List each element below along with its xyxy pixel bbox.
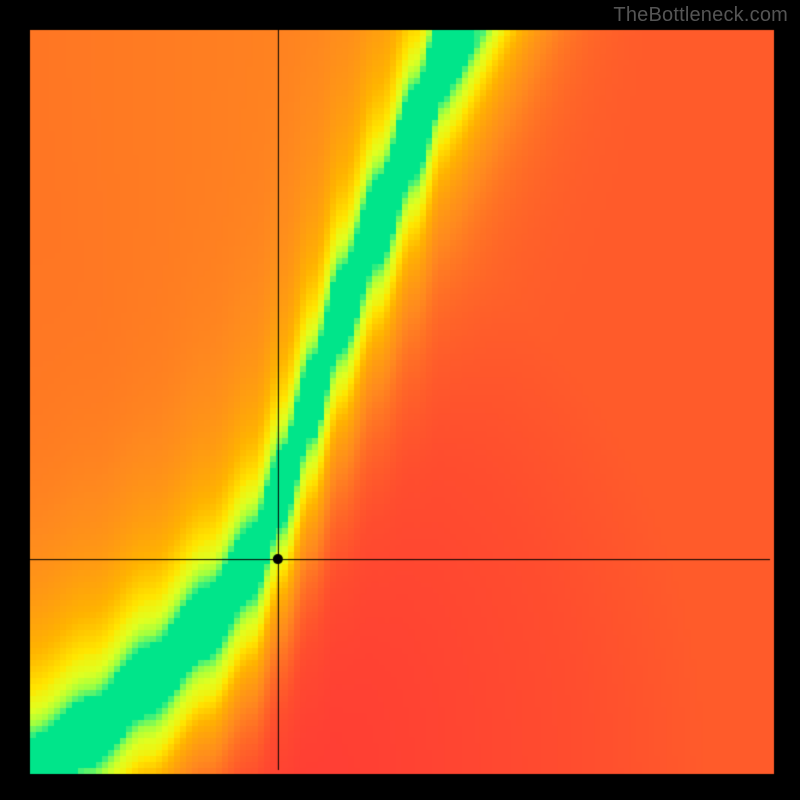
watermark-label: TheBottleneck.com: [613, 4, 788, 27]
bottleneck-heatmap: [0, 0, 800, 800]
chart-container: TheBottleneck.com: [0, 0, 800, 800]
